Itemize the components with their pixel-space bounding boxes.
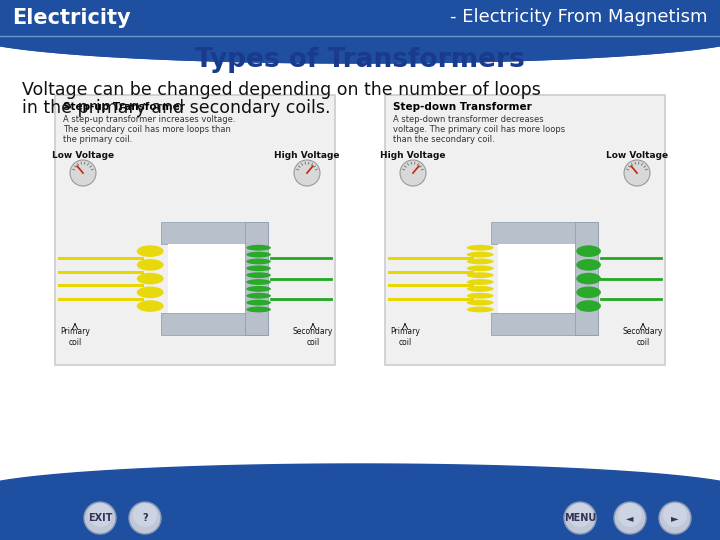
- Ellipse shape: [246, 265, 271, 271]
- Text: Electricity: Electricity: [12, 8, 130, 28]
- Text: The secondary coil has more loops than: The secondary coil has more loops than: [63, 125, 231, 133]
- Ellipse shape: [246, 286, 271, 292]
- Text: ◄: ◄: [626, 513, 634, 523]
- Ellipse shape: [246, 245, 271, 251]
- Circle shape: [663, 503, 687, 527]
- FancyBboxPatch shape: [161, 222, 268, 244]
- Text: Primary
coil: Primary coil: [390, 327, 420, 347]
- Bar: [0, 492, 720, 540]
- Circle shape: [129, 502, 161, 534]
- Ellipse shape: [467, 265, 494, 271]
- Text: Low Voltage: Low Voltage: [606, 151, 668, 159]
- Circle shape: [618, 503, 642, 527]
- Text: ►: ►: [671, 513, 679, 523]
- Circle shape: [294, 160, 320, 186]
- Ellipse shape: [137, 300, 163, 312]
- Text: MENU: MENU: [564, 513, 596, 523]
- Ellipse shape: [576, 273, 601, 285]
- Ellipse shape: [137, 287, 163, 298]
- Text: Low Voltage: Low Voltage: [52, 151, 114, 159]
- Text: voltage. The primary coil has more loops: voltage. The primary coil has more loops: [393, 125, 565, 133]
- Bar: [0, 0, 720, 35]
- FancyBboxPatch shape: [246, 222, 268, 335]
- Circle shape: [568, 503, 592, 527]
- Text: Step-up Transformer: Step-up Transformer: [63, 102, 185, 112]
- Circle shape: [84, 502, 116, 534]
- Ellipse shape: [137, 245, 163, 257]
- Ellipse shape: [246, 252, 271, 258]
- Ellipse shape: [467, 300, 494, 306]
- Text: Secondary
coil: Secondary coil: [293, 327, 333, 347]
- Ellipse shape: [246, 272, 271, 278]
- Text: High Voltage: High Voltage: [380, 151, 446, 159]
- Circle shape: [564, 502, 596, 534]
- Text: Secondary
coil: Secondary coil: [623, 327, 663, 347]
- Text: in the primary and secondary coils.: in the primary and secondary coils.: [22, 99, 330, 117]
- Ellipse shape: [467, 252, 494, 258]
- Circle shape: [70, 160, 96, 186]
- Ellipse shape: [246, 307, 271, 312]
- Ellipse shape: [137, 273, 163, 285]
- Circle shape: [624, 160, 650, 186]
- Ellipse shape: [576, 287, 601, 298]
- Ellipse shape: [137, 259, 163, 271]
- Circle shape: [133, 503, 157, 527]
- FancyBboxPatch shape: [575, 222, 598, 335]
- Ellipse shape: [246, 293, 271, 299]
- FancyBboxPatch shape: [498, 244, 575, 313]
- FancyBboxPatch shape: [491, 222, 598, 244]
- Ellipse shape: [576, 245, 601, 257]
- Ellipse shape: [246, 300, 271, 306]
- Ellipse shape: [467, 286, 494, 292]
- Text: Step-down Transformer: Step-down Transformer: [393, 102, 532, 112]
- Text: Primary
coil: Primary coil: [60, 327, 90, 347]
- Ellipse shape: [467, 279, 494, 285]
- Text: the primary coil.: the primary coil.: [63, 134, 132, 144]
- Ellipse shape: [467, 293, 494, 299]
- Text: EXIT: EXIT: [88, 513, 112, 523]
- Polygon shape: [0, 0, 720, 63]
- Ellipse shape: [246, 279, 271, 285]
- Text: ?: ?: [142, 513, 148, 523]
- Ellipse shape: [467, 272, 494, 278]
- Circle shape: [88, 503, 112, 527]
- Text: High Voltage: High Voltage: [274, 151, 340, 159]
- Circle shape: [400, 160, 426, 186]
- Text: Voltage can be changed depending on the number of loops: Voltage can be changed depending on the …: [22, 81, 541, 99]
- Ellipse shape: [467, 245, 494, 251]
- Text: Types of Transformers: Types of Transformers: [195, 47, 525, 73]
- Ellipse shape: [467, 307, 494, 312]
- Text: A step-up transformer increases voltage.: A step-up transformer increases voltage.: [63, 114, 235, 124]
- Text: - Electricity From Magnetism: - Electricity From Magnetism: [451, 9, 708, 26]
- Ellipse shape: [576, 300, 601, 312]
- Polygon shape: [0, 464, 720, 540]
- FancyBboxPatch shape: [55, 95, 335, 365]
- Ellipse shape: [246, 259, 271, 265]
- FancyBboxPatch shape: [161, 313, 268, 335]
- FancyBboxPatch shape: [168, 244, 246, 313]
- Circle shape: [614, 502, 646, 534]
- FancyBboxPatch shape: [385, 95, 665, 365]
- Circle shape: [659, 502, 691, 534]
- FancyBboxPatch shape: [491, 313, 598, 335]
- Text: A step-down transformer decreases: A step-down transformer decreases: [393, 114, 544, 124]
- Text: than the secondary coil.: than the secondary coil.: [393, 134, 495, 144]
- Ellipse shape: [467, 259, 494, 265]
- Ellipse shape: [576, 259, 601, 271]
